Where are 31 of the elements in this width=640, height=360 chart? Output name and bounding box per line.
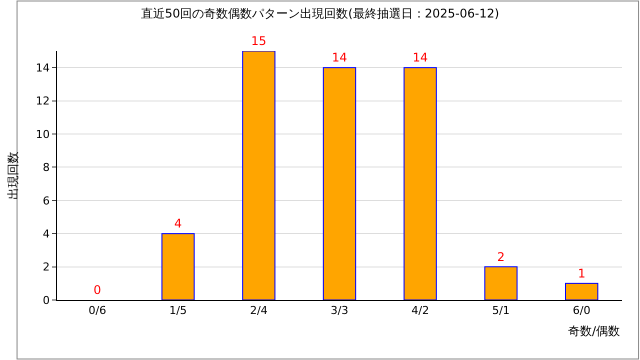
y-tick-label: 0 [42, 294, 50, 307]
data-label: 14 [332, 50, 348, 65]
y-tick-label: 12 [36, 94, 50, 108]
y-tick-label: 14 [36, 61, 50, 74]
x-tick-label: 3/3 [330, 304, 348, 318]
x-tick-label: 6/0 [572, 304, 590, 318]
x-axis-title: 奇数/偶数 [568, 324, 620, 338]
data-label: 4 [174, 216, 182, 231]
data-label: 14 [412, 50, 428, 65]
y-tick-label: 10 [36, 128, 50, 141]
y-tick-label: 4 [42, 227, 50, 240]
y-axis-title: 出現回数 [6, 152, 20, 200]
bar [484, 266, 518, 300]
y-tick-label: 2 [42, 260, 50, 274]
x-tick-label: 2/4 [250, 304, 268, 318]
x-tick-label: 0/6 [88, 304, 106, 318]
y-tick-label: 6 [42, 194, 50, 208]
x-tick-label: 1/5 [169, 304, 187, 318]
data-label: 2 [497, 250, 505, 264]
bar [242, 51, 276, 300]
bar [565, 282, 598, 300]
x-tick-label: 4/2 [411, 304, 430, 318]
data-label: 1 [578, 266, 586, 280]
data-label: 0 [94, 283, 102, 297]
data-label: 15 [251, 34, 266, 48]
y-tick-label: 8 [42, 161, 50, 174]
bar [161, 233, 195, 300]
chart-title: 直近50回の奇数偶数パターン出現回数(最終抽選日：2025-06-12) [140, 6, 500, 20]
bar [322, 67, 356, 300]
x-tick-label: 5/1 [492, 304, 510, 318]
bar [404, 67, 437, 300]
